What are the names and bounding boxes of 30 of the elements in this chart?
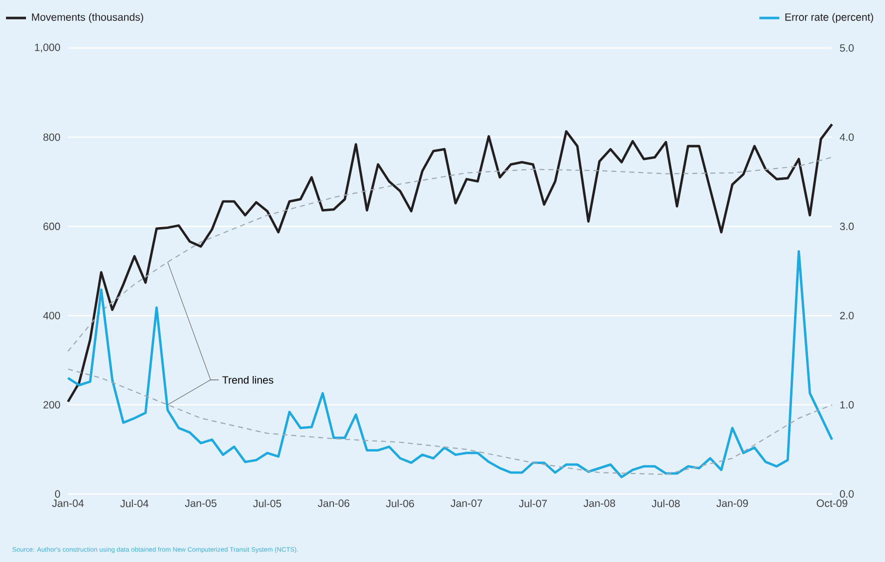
x-tick-label: Jul-05 bbox=[253, 500, 282, 508]
x-tick-label: Jan-05 bbox=[184, 500, 216, 507]
y2-tick-label: 2.0 bbox=[840, 312, 854, 320]
y-tick-label: 0 bbox=[55, 490, 60, 498]
line-series bbox=[67, 368, 833, 475]
x-tick-label: Jul-04 bbox=[120, 500, 148, 508]
y-tick-label: 200 bbox=[43, 401, 60, 409]
x-tick-label: Jan-08 bbox=[584, 500, 616, 507]
y-tick-label: 800 bbox=[43, 133, 60, 141]
x-tick-label: Jul-08 bbox=[652, 500, 680, 508]
y2-tick-label: 5.0 bbox=[840, 44, 854, 52]
x-tick-label: Jan-09 bbox=[716, 500, 748, 507]
x-tick-label: Oct-09 bbox=[816, 500, 848, 507]
y2-tick-label: 4.0 bbox=[840, 133, 854, 141]
x-tick-label: Jan-04 bbox=[52, 500, 84, 507]
x-tick-label: Jul-07 bbox=[518, 500, 547, 508]
line-series bbox=[66, 123, 834, 403]
line-series bbox=[67, 156, 833, 352]
y-tick-label: 400 bbox=[43, 312, 60, 320]
legend-label: Movements (thousands) bbox=[32, 13, 144, 23]
x-tick-label: Jul-06 bbox=[386, 500, 414, 508]
legend-label: Error rate (percent) bbox=[785, 13, 874, 23]
y2-tick-label: 0.0 bbox=[840, 490, 854, 498]
y2-tick-label: 3.0 bbox=[840, 222, 854, 230]
annotation: Trend lines bbox=[222, 376, 274, 384]
y-tick-label: 1,000 bbox=[34, 44, 60, 52]
y-tick-label: 600 bbox=[43, 222, 60, 230]
x-tick-label: Jan-06 bbox=[318, 500, 350, 507]
y2-tick-label: 1.0 bbox=[840, 401, 854, 409]
x-tick-label: Jan-07 bbox=[450, 500, 482, 507]
